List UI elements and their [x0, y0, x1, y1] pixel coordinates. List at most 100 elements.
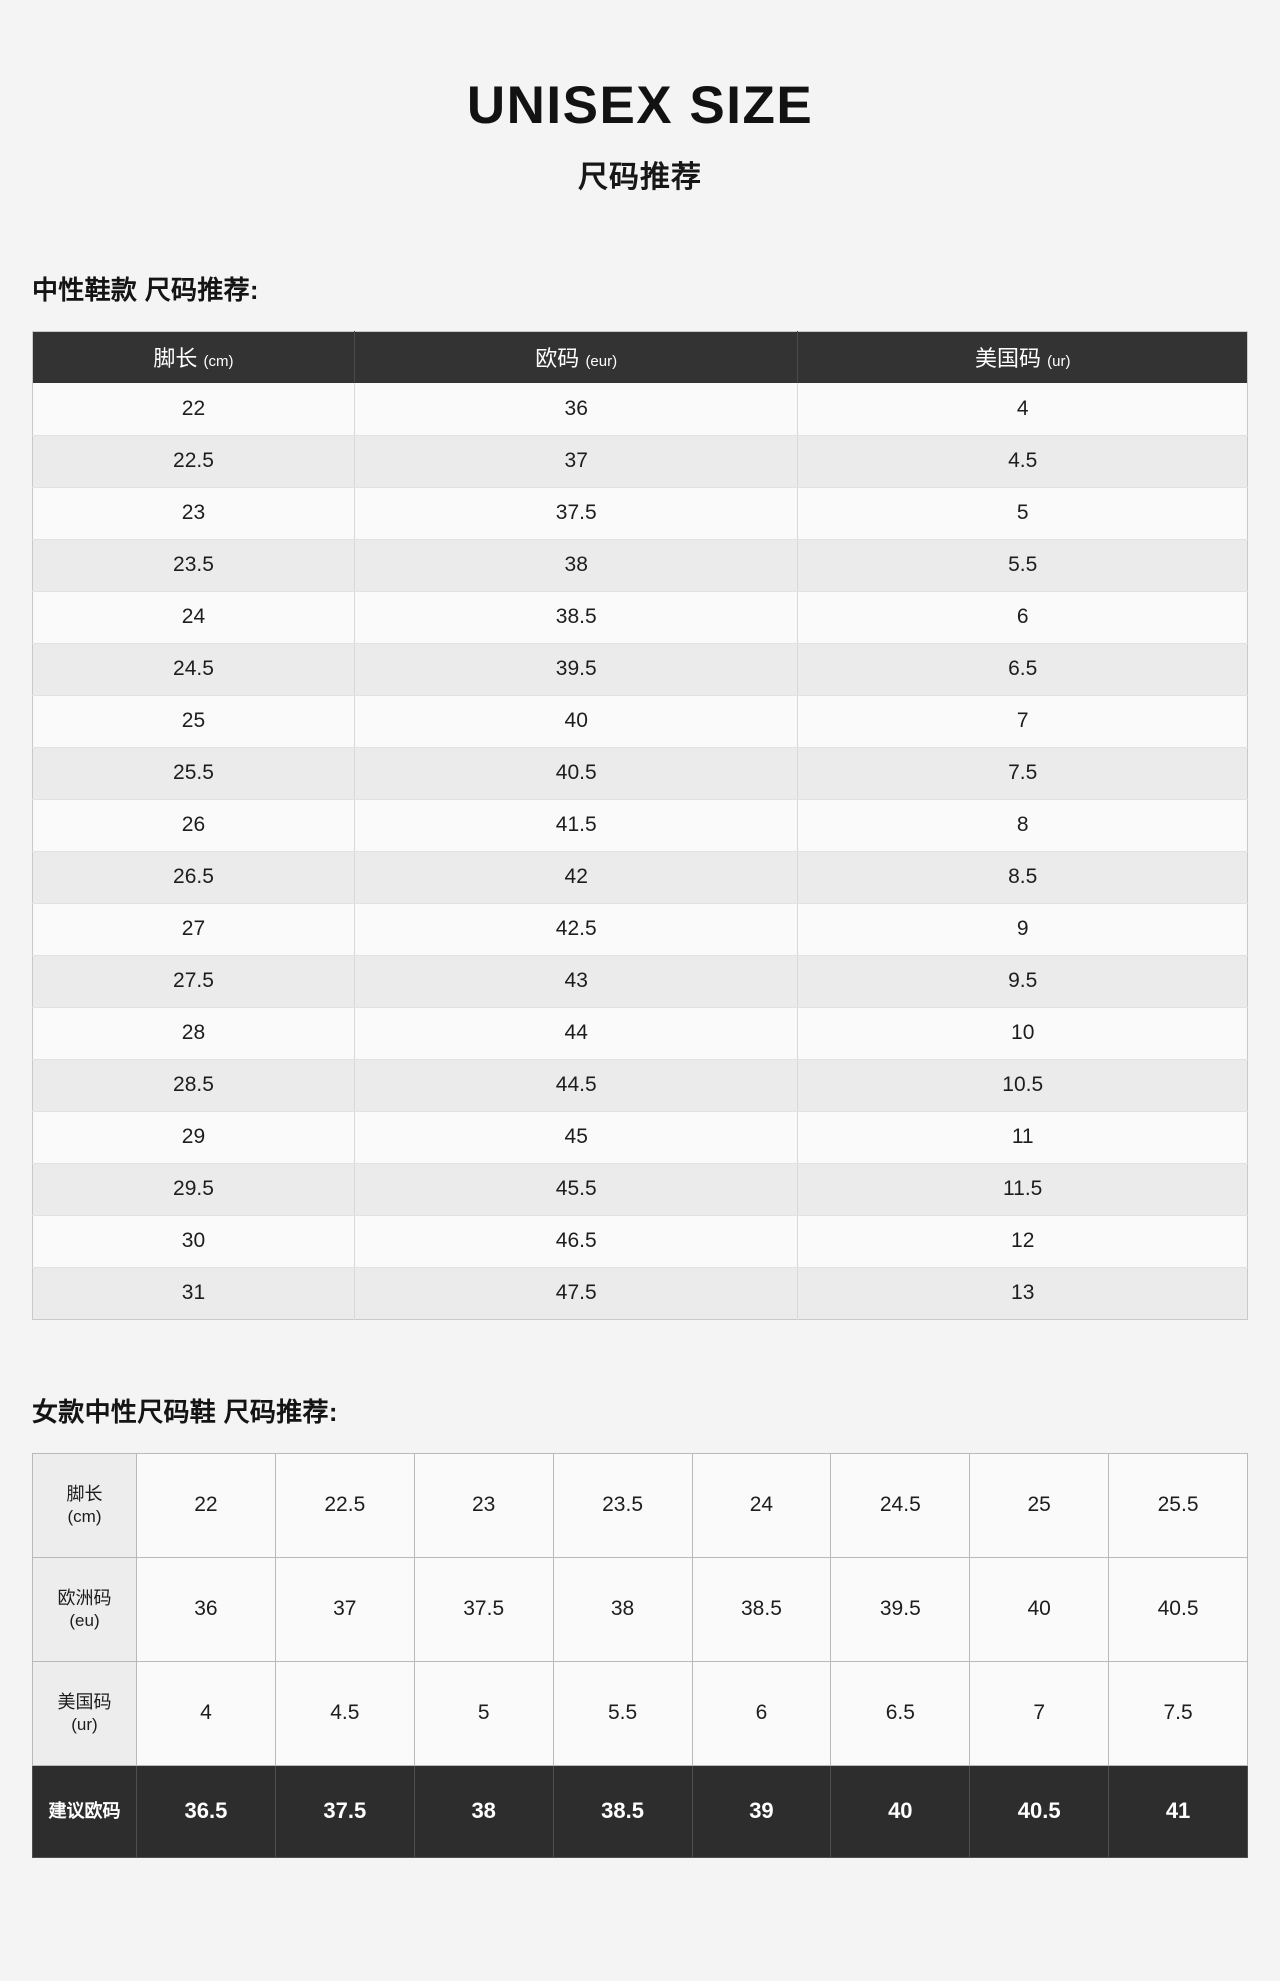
- cell-us: 4.5: [797, 435, 1248, 488]
- column-header-eur: 欧码 (eur): [354, 331, 799, 384]
- table-row: 25 40 7: [32, 695, 1248, 748]
- cell-eur: 42: [354, 851, 799, 904]
- row-label-text: 美国码: [57, 1691, 112, 1712]
- table-row: 25.5 40.5 7.5: [32, 747, 1248, 800]
- cell-value: 5.5: [552, 1660, 693, 1766]
- unisex-size-table: 脚长 (cm) 欧码 (eur) 美国码 (ur) 22 36 4 22.5 37 4.5…: [32, 330, 1248, 1320]
- cell-foot-length: 25: [32, 695, 355, 748]
- cell-us: 8.5: [797, 851, 1248, 904]
- table-row: 29.5 45.5 11.5: [32, 1163, 1248, 1216]
- row-label-text: 建议欧码: [48, 1800, 121, 1821]
- cell-value: 23: [413, 1452, 554, 1558]
- cell-foot-length: 28: [32, 1007, 355, 1060]
- cell-foot-length: 22.5: [32, 435, 355, 488]
- cell-value: 22.5: [274, 1452, 415, 1558]
- cell-value: 4.5: [274, 1660, 415, 1766]
- column-header-us: 美国码 (ur): [797, 331, 1248, 384]
- table-row: 28 44 10: [32, 1007, 1248, 1060]
- cell-value: 40.5: [969, 1764, 1110, 1858]
- cell-foot-length: 24: [32, 591, 355, 644]
- column-header-label: 欧码: [535, 346, 580, 372]
- cell-eur: 46.5: [354, 1215, 799, 1268]
- cell-value: 6.5: [830, 1660, 971, 1766]
- cell-value: 41: [1108, 1764, 1248, 1858]
- cell-value: 40: [969, 1556, 1110, 1662]
- womens-size-table: 脚长 (cm) 22 22.5 23 23.5 24 24.5 25 25.5 欧洲码 (eu) 36 3…: [32, 1452, 1248, 1858]
- cell-eur: 45: [354, 1111, 799, 1164]
- row-recommended-eu: 建议欧码 36.5 37.5 38 38.5 39 40 40.5 41: [32, 1764, 1248, 1858]
- cell-us: 4: [797, 383, 1248, 436]
- cell-eur: 44: [354, 1007, 799, 1060]
- cell-us: 7: [797, 695, 1248, 748]
- cell-us: 5.5: [797, 539, 1248, 592]
- table-row: 29 45 11: [32, 1111, 1248, 1164]
- section-heading-unisex: 中性鞋款 尺码推荐:: [32, 274, 259, 305]
- section-heading-womens: 女款中性尺码鞋 尺码推荐:: [32, 1396, 338, 1427]
- row-label-text: 脚长: [66, 1483, 103, 1504]
- cell-foot-length: 28.5: [32, 1059, 355, 1112]
- cell-us: 12: [797, 1215, 1248, 1268]
- cell-value: 22: [136, 1452, 276, 1558]
- cell-value: 4: [136, 1660, 276, 1766]
- cell-value: 39.5: [830, 1556, 971, 1662]
- cell-us: 6.5: [797, 643, 1248, 696]
- cell-value: 23.5: [552, 1452, 693, 1558]
- cell-value: 24.5: [830, 1452, 971, 1558]
- cell-value: 38.5: [691, 1556, 832, 1662]
- column-header-label: 脚长: [153, 346, 198, 372]
- table-row: 22 36 4: [32, 383, 1248, 436]
- cell-value: 5: [413, 1660, 554, 1766]
- cell-foot-length: 27: [32, 903, 355, 956]
- cell-value: 40.5: [1108, 1556, 1248, 1662]
- cell-eur: 45.5: [354, 1163, 799, 1216]
- cell-us: 8: [797, 799, 1248, 852]
- cell-foot-length: 23: [32, 487, 355, 540]
- title-block: UNISEX SIZE 尺码推荐: [32, 0, 1248, 196]
- row-label-unit: (eu): [69, 1610, 100, 1630]
- table-row: 31 47.5 13: [32, 1267, 1248, 1320]
- cell-value: 36.5: [136, 1764, 276, 1858]
- cell-foot-length: 25.5: [32, 747, 355, 800]
- cell-us: 6: [797, 591, 1248, 644]
- cell-value: 36: [136, 1556, 276, 1662]
- cell-value: 37.5: [274, 1764, 415, 1858]
- cell-foot-length: 26.5: [32, 851, 355, 904]
- cell-value: 38: [413, 1764, 554, 1858]
- table-body: 脚长 (cm) 22 22.5 23 23.5 24 24.5 25 25.5 欧洲码 (eu) 36 3…: [32, 1452, 1248, 1858]
- row-eu: 欧洲码 (eu) 36 37 37.5 38 38.5 39.5 40 40.5: [32, 1556, 1248, 1662]
- cell-value: 7.5: [1108, 1660, 1248, 1766]
- table-row: 24.5 39.5 6.5: [32, 643, 1248, 696]
- column-header-unit: (ur): [1047, 353, 1071, 371]
- cell-value: 39: [691, 1764, 832, 1858]
- cell-foot-length: 23.5: [32, 539, 355, 592]
- cell-foot-length: 22: [32, 383, 355, 436]
- cell-foot-length: 31: [32, 1267, 355, 1320]
- table-header: 脚长 (cm) 欧码 (eur) 美国码 (ur): [32, 331, 1248, 384]
- cell-eur: 43: [354, 955, 799, 1008]
- cell-value: 24: [691, 1452, 832, 1558]
- cell-eur: 37.5: [354, 487, 799, 540]
- table-row: 28.5 44.5 10.5: [32, 1059, 1248, 1112]
- cell-eur: 41.5: [354, 799, 799, 852]
- cell-eur: 44.5: [354, 1059, 799, 1112]
- row-label: 美国码 (ur): [32, 1660, 137, 1766]
- cell-eur: 38.5: [354, 591, 799, 644]
- row-label: 建议欧码: [32, 1764, 137, 1858]
- cell-foot-length: 27.5: [32, 955, 355, 1008]
- page-subtitle: 尺码推荐: [578, 160, 702, 194]
- column-header-unit: (eur): [585, 353, 618, 371]
- cell-value: 6: [691, 1660, 832, 1766]
- cell-us: 11.5: [797, 1163, 1248, 1216]
- cell-foot-length: 24.5: [32, 643, 355, 696]
- table-header-row: 脚长 (cm) 欧码 (eur) 美国码 (ur): [32, 331, 1248, 384]
- table-row: 23.5 38 5.5: [32, 539, 1248, 592]
- table-row: 26 41.5 8: [32, 799, 1248, 852]
- row-label-unit: (cm): [67, 1506, 102, 1526]
- table-row: 30 46.5 12: [32, 1215, 1248, 1268]
- cell-us: 11: [797, 1111, 1248, 1164]
- row-foot-length: 脚长 (cm) 22 22.5 23 23.5 24 24.5 25 25.5: [32, 1452, 1248, 1558]
- table-row: 27 42.5 9: [32, 903, 1248, 956]
- cell-eur: 47.5: [354, 1267, 799, 1320]
- table-body: 22 36 4 22.5 37 4.5 23 37.5 5 23.5 38 5.5 24 38.5 6 24.…: [32, 383, 1248, 1320]
- cell-us: 5: [797, 487, 1248, 540]
